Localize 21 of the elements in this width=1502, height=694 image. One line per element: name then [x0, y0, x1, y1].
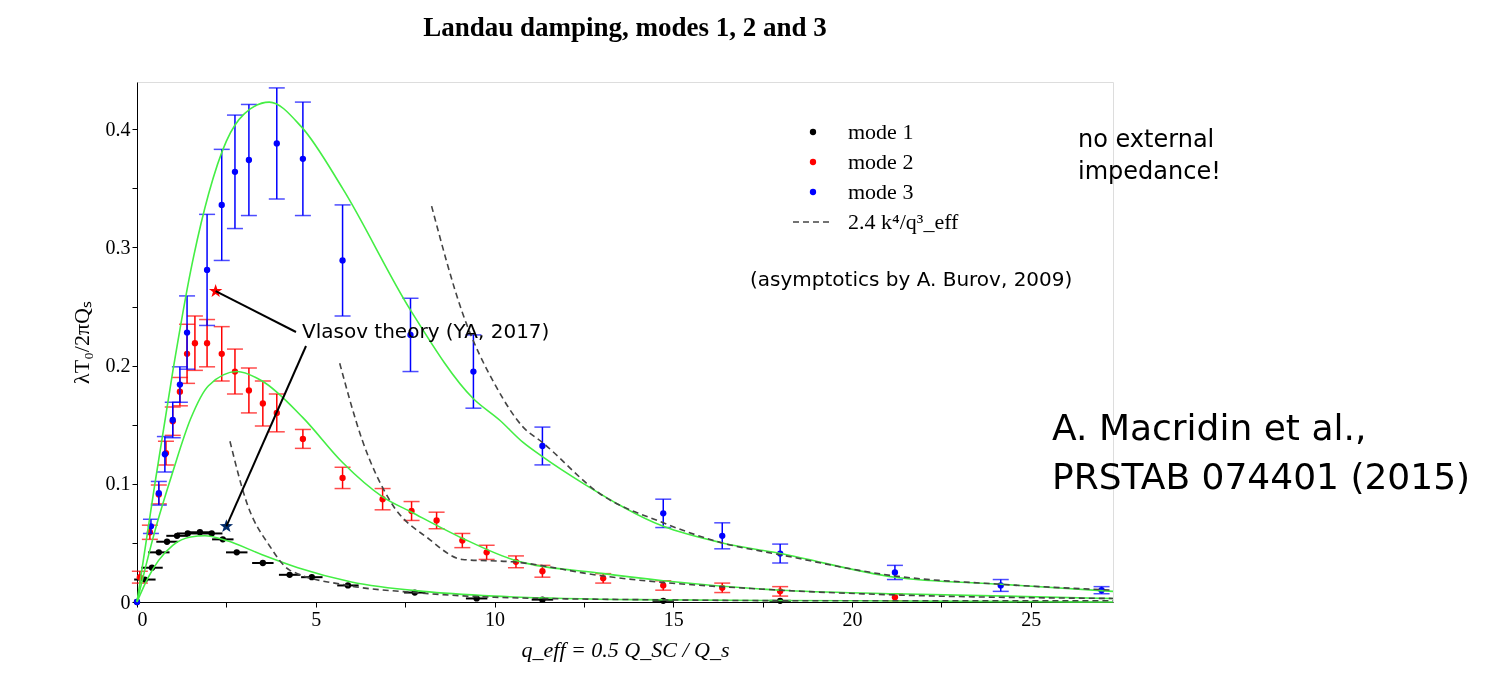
y-tick-label: 0.4 [105, 117, 131, 140]
legend-label: 2.4 k⁴/q³_eff [848, 209, 960, 234]
x-tick-label: 25 [1021, 607, 1042, 630]
y-tick-label: 0 [120, 590, 131, 613]
x-tick-label: 20 [842, 607, 863, 630]
legend-label: mode 2 [848, 149, 914, 174]
legend-label: mode 1 [848, 119, 914, 144]
y-tick-label: 0.3 [105, 235, 131, 258]
y-axis-title: λT₀/2πQₛ [68, 301, 94, 384]
x-tick-label: 0 [137, 607, 148, 630]
x-tick-label: 15 [663, 607, 684, 630]
x-axis-title: q_eff = 0.5 Q_SC / Q_s [521, 636, 730, 662]
y-tick-label: 0.1 [105, 472, 131, 495]
x-tick-label: 5 [311, 607, 322, 630]
chart-title: Landau damping, modes 1, 2 and 3 [423, 12, 827, 42]
annotation: (asymptotics by A. Burov, 2009) [750, 267, 1073, 291]
y-tick-label: 0.2 [105, 354, 131, 377]
annotation: A. Macridin et al., PRSTAB 074401 (2015) [1052, 407, 1471, 497]
x-tick-label: 10 [485, 607, 506, 630]
legend-label: mode 3 [848, 179, 914, 204]
annotation: no external impedance! [1078, 125, 1221, 186]
